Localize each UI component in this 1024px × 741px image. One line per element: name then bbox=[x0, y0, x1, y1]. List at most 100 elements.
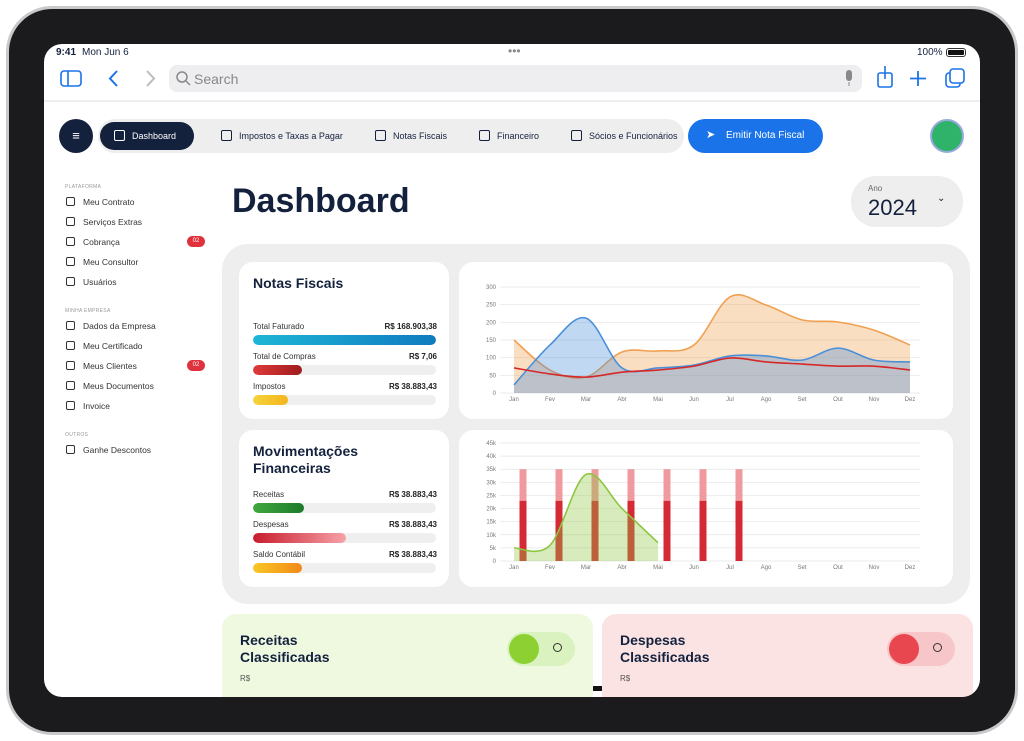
avatar[interactable] bbox=[930, 119, 964, 153]
x-tick-label: Jun bbox=[689, 565, 699, 571]
toggle-option[interactable] bbox=[933, 643, 942, 652]
toggle-active[interactable] bbox=[509, 634, 539, 664]
nav-tab[interactable]: Impostos e Taxas a Pagar bbox=[207, 122, 357, 150]
row-value: R$ 7,06 bbox=[408, 352, 437, 361]
issue-invoice-button[interactable]: Emitir Nota Fiscal ➤ bbox=[688, 119, 823, 153]
search-field[interactable] bbox=[169, 65, 862, 92]
currency: R$ bbox=[240, 674, 251, 683]
row-label: Receitas bbox=[253, 490, 285, 499]
sidebar-button[interactable] bbox=[60, 70, 82, 87]
x-tick-label: Jan bbox=[509, 565, 519, 571]
y-tick-label: 45k bbox=[486, 441, 497, 447]
y-tick-label: 250 bbox=[486, 303, 497, 309]
y-tick-label: 50 bbox=[489, 373, 496, 379]
multitask-dots[interactable]: ••• bbox=[508, 44, 521, 58]
tab-label: Financeiro bbox=[497, 131, 540, 141]
bar bbox=[627, 500, 635, 561]
sidebar-item[interactable]: Ganhe Descontos bbox=[83, 445, 152, 455]
tab-icon bbox=[375, 130, 386, 141]
x-tick-label: Set bbox=[797, 397, 806, 403]
battery-icon bbox=[946, 48, 966, 57]
row-label: Saldo Contábil bbox=[253, 550, 306, 559]
view-toggle[interactable] bbox=[887, 632, 955, 666]
sidebar-icon bbox=[66, 217, 75, 226]
x-tick-label: Jan bbox=[509, 397, 519, 403]
y-tick-label: 20k bbox=[486, 507, 497, 513]
y-tick-label: 300 bbox=[486, 285, 497, 291]
toggle-active[interactable] bbox=[889, 634, 919, 664]
y-tick-label: 40k bbox=[486, 454, 497, 460]
sidebar-item[interactable]: Meu Certificado bbox=[83, 341, 143, 351]
x-tick-label: Nov bbox=[869, 565, 880, 571]
page-title: Dashboard bbox=[232, 182, 410, 220]
card-title: Movimentações Financeiras bbox=[253, 443, 359, 476]
sidebar-item[interactable]: Meu Contrato bbox=[83, 197, 135, 207]
row-label: Despesas bbox=[253, 520, 289, 529]
back-button[interactable] bbox=[108, 70, 118, 87]
sidebar-item[interactable]: Serviços Extras bbox=[83, 217, 143, 227]
line bbox=[513, 472, 659, 553]
bar bbox=[663, 500, 671, 561]
browser-toolbar bbox=[44, 65, 980, 102]
menu-button[interactable]: ≡ bbox=[59, 119, 93, 153]
line bbox=[513, 357, 911, 378]
x-tick-label: Dez bbox=[905, 565, 916, 571]
x-tick-label: Fev bbox=[545, 565, 555, 571]
card: Notas Fiscais Total Faturado R$ 168.903,38… bbox=[239, 262, 449, 419]
sidebar-item[interactable]: Invoice bbox=[83, 401, 110, 411]
sidebar-icon bbox=[66, 257, 75, 266]
tab-icon bbox=[114, 130, 125, 141]
x-tick-label: Ago bbox=[761, 397, 772, 403]
progress-track bbox=[253, 503, 436, 513]
nav-tab[interactable]: Dashboard bbox=[100, 122, 194, 150]
y-tick-label: 30k bbox=[486, 480, 497, 486]
sidebar-section-title: OUTROS bbox=[65, 432, 89, 438]
x-tick-label: Nov bbox=[869, 397, 880, 403]
tab-label: Impostos e Taxas a Pagar bbox=[239, 131, 343, 141]
forward-button[interactable] bbox=[146, 70, 156, 87]
sidebar-item[interactable]: Cobrança bbox=[83, 237, 120, 247]
x-tick-label: Out bbox=[833, 565, 843, 571]
button-label: Emitir Nota Fiscal bbox=[726, 130, 805, 141]
x-tick-label: Fev bbox=[545, 397, 555, 403]
status-battery: 100% bbox=[917, 47, 943, 58]
sidebar-icon bbox=[66, 381, 75, 390]
bar bbox=[735, 469, 743, 501]
classified-card: Receitas Classificadas R$ bbox=[222, 614, 593, 697]
card: Movimentações Financeiras Receitas R$ 38.8… bbox=[239, 430, 449, 587]
toggle-option[interactable] bbox=[553, 643, 562, 652]
x-tick-label: Jul bbox=[726, 397, 734, 403]
progress-fill bbox=[253, 365, 303, 375]
sidebar-item[interactable]: Meus Clientes bbox=[83, 361, 137, 371]
charts: 0 50 100 150 200 250 300 Jan Fev Mar Abr Mai Jun Jul A… bbox=[486, 285, 920, 571]
bar bbox=[591, 469, 599, 501]
x-tick-label: Dez bbox=[905, 397, 916, 403]
status-date: Mon Jun 6 bbox=[82, 47, 129, 58]
year-selector[interactable]: Ano 2024 ⌄ bbox=[851, 176, 963, 227]
sidebar-icon bbox=[66, 277, 75, 286]
tab-bar bbox=[98, 119, 684, 153]
sidebar-item[interactable]: Meus Documentos bbox=[83, 381, 154, 391]
classified-card: Despesas Classificadas R$ bbox=[602, 614, 973, 697]
sidebar-item[interactable]: Dados da Empresa bbox=[83, 321, 156, 331]
tab-label: Notas Fiscais bbox=[393, 131, 448, 141]
badge: 02 bbox=[187, 236, 205, 247]
currency: R$ bbox=[620, 674, 631, 683]
row-label: Impostos bbox=[253, 382, 286, 391]
bar bbox=[519, 500, 527, 561]
nav-tab[interactable]: Notas Fiscais bbox=[361, 122, 461, 150]
screen: 9:41 Mon Jun 6 ••• 100% Search ≡ Emitir … bbox=[44, 44, 980, 697]
sidebar-icon bbox=[66, 237, 75, 246]
status-time: 9:41 bbox=[56, 47, 77, 58]
sidebar-item[interactable]: Usuários bbox=[83, 277, 117, 287]
view-toggle[interactable] bbox=[507, 632, 575, 666]
nav-tab[interactable]: Sócios e Funcionários bbox=[557, 122, 682, 150]
x-tick-label: Abr bbox=[617, 565, 626, 571]
nav-tab[interactable]: Financeiro bbox=[465, 122, 553, 150]
y-tick-label: 0 bbox=[493, 391, 497, 397]
x-tick-label: Abr bbox=[617, 397, 626, 403]
progress-fill bbox=[253, 335, 436, 345]
row-label: Total de Compras bbox=[253, 352, 316, 361]
sidebar-item[interactable]: Meu Consultor bbox=[83, 257, 139, 267]
line bbox=[513, 316, 911, 386]
